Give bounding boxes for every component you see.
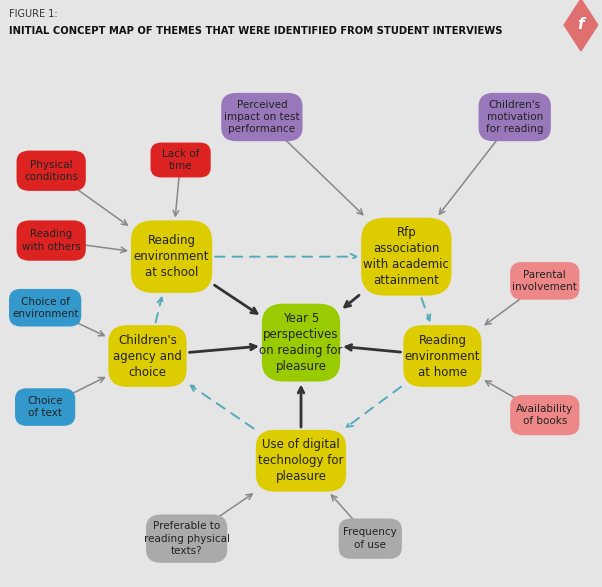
Text: FIGURE 1:: FIGURE 1: <box>9 9 58 19</box>
Text: Physical
conditions: Physical conditions <box>24 160 78 182</box>
FancyBboxPatch shape <box>256 430 346 492</box>
Text: Perceived
impact on test
performance: Perceived impact on test performance <box>224 100 300 134</box>
FancyBboxPatch shape <box>510 262 580 299</box>
Text: Reading
environment
at home: Reading environment at home <box>405 333 480 379</box>
FancyBboxPatch shape <box>262 303 340 382</box>
FancyBboxPatch shape <box>15 388 75 426</box>
FancyBboxPatch shape <box>510 395 580 436</box>
Text: Parental
involvement: Parental involvement <box>512 269 577 292</box>
Text: Year 5
perspectives
on reading for
pleasure: Year 5 perspectives on reading for pleas… <box>259 312 343 373</box>
FancyBboxPatch shape <box>361 218 452 296</box>
FancyBboxPatch shape <box>146 514 228 563</box>
FancyBboxPatch shape <box>131 221 212 293</box>
Text: Children's
agency and
choice: Children's agency and choice <box>113 333 182 379</box>
FancyBboxPatch shape <box>150 143 211 177</box>
FancyBboxPatch shape <box>108 325 187 387</box>
FancyBboxPatch shape <box>338 518 402 559</box>
FancyBboxPatch shape <box>17 151 86 191</box>
Text: Lack of
time: Lack of time <box>162 149 199 171</box>
Text: Availability
of books: Availability of books <box>516 404 574 426</box>
Text: Choice of
environment: Choice of environment <box>12 296 78 319</box>
Text: Children's
motivation
for reading: Children's motivation for reading <box>486 100 544 134</box>
FancyBboxPatch shape <box>403 325 482 387</box>
Polygon shape <box>564 0 598 51</box>
Text: Reading
environment
at school: Reading environment at school <box>134 234 209 279</box>
Text: Reading
with others: Reading with others <box>22 230 81 252</box>
Text: INITIAL CONCEPT MAP OF THEMES THAT WERE IDENTIFIED FROM STUDENT INTERVIEWS: INITIAL CONCEPT MAP OF THEMES THAT WERE … <box>9 26 503 36</box>
FancyBboxPatch shape <box>9 289 81 326</box>
FancyBboxPatch shape <box>17 221 86 261</box>
Text: Rfp
association
with academic
attainment: Rfp association with academic attainment <box>364 226 449 287</box>
FancyBboxPatch shape <box>479 93 551 141</box>
Text: Frequency
of use: Frequency of use <box>343 528 397 550</box>
Text: Choice
of text: Choice of text <box>28 396 63 419</box>
Text: f: f <box>577 18 585 32</box>
FancyBboxPatch shape <box>222 93 303 141</box>
Text: Use of digital
technology for
pleasure: Use of digital technology for pleasure <box>258 438 344 483</box>
Text: Preferable to
reading physical
texts?: Preferable to reading physical texts? <box>144 521 229 556</box>
